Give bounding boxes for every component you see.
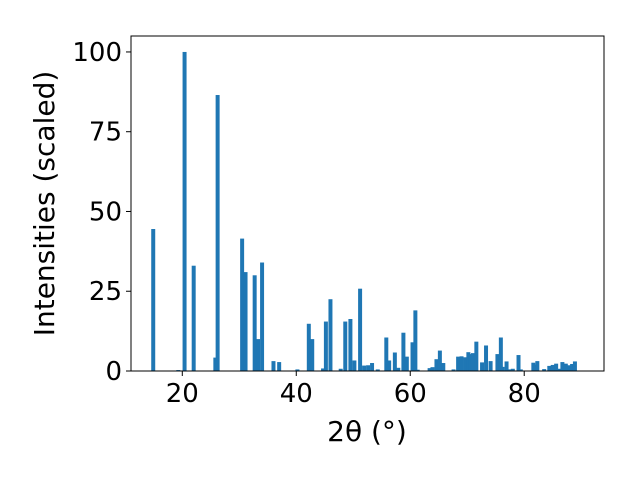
bar xyxy=(427,368,432,371)
bar xyxy=(572,361,577,371)
y-tick-label: 100 xyxy=(72,38,122,68)
bar xyxy=(182,51,187,371)
bar xyxy=(554,363,559,371)
bar xyxy=(468,354,473,371)
bar xyxy=(560,362,565,371)
bar xyxy=(366,365,371,371)
bar xyxy=(387,360,392,371)
bar xyxy=(518,369,523,371)
bar xyxy=(563,363,568,371)
bar xyxy=(215,95,220,372)
bar xyxy=(384,337,389,371)
bar xyxy=(240,238,245,371)
bar xyxy=(343,321,348,371)
bar xyxy=(348,319,353,371)
bar xyxy=(507,369,512,371)
bar xyxy=(256,339,261,371)
bar xyxy=(310,339,315,371)
bar xyxy=(338,368,343,371)
bar-series xyxy=(151,51,577,372)
x-tick-label: 20 xyxy=(166,379,199,409)
bar xyxy=(362,365,367,371)
x-tick-label: 80 xyxy=(508,379,541,409)
bar xyxy=(451,369,456,371)
bar xyxy=(375,369,380,371)
bar xyxy=(437,350,442,371)
bar xyxy=(328,299,333,371)
x-tick-label: 60 xyxy=(394,379,427,409)
bar xyxy=(504,361,509,371)
bar xyxy=(550,364,555,371)
bar xyxy=(277,362,282,371)
bar xyxy=(495,354,500,371)
bar xyxy=(441,363,446,371)
bar xyxy=(243,272,248,371)
bar xyxy=(484,345,489,371)
bar xyxy=(396,367,401,371)
bar xyxy=(466,352,471,371)
bar xyxy=(410,342,415,371)
bar xyxy=(474,341,479,371)
plot-frame xyxy=(130,35,605,372)
bar xyxy=(542,369,547,371)
bar xyxy=(370,363,375,371)
y-axis-ticks: 0 25 50 75 100 xyxy=(72,38,131,387)
bar xyxy=(321,368,326,371)
bar xyxy=(430,367,435,371)
bar xyxy=(510,368,515,371)
bar xyxy=(547,365,552,371)
bar xyxy=(392,352,397,371)
y-tick-label: 25 xyxy=(89,277,122,307)
bar xyxy=(459,356,464,371)
bar xyxy=(401,332,406,371)
bar xyxy=(358,288,363,371)
bar xyxy=(213,357,218,371)
bar xyxy=(260,262,265,371)
bar xyxy=(535,361,540,371)
bar xyxy=(480,362,485,371)
bar xyxy=(498,337,503,371)
bar xyxy=(415,369,420,371)
bar xyxy=(567,365,572,371)
y-tick-label: 0 xyxy=(105,357,122,387)
bar xyxy=(570,363,575,371)
bar xyxy=(295,369,300,371)
x-axis-label: 2θ (°) xyxy=(327,415,407,448)
bar xyxy=(556,368,561,371)
bar xyxy=(252,275,257,371)
bar xyxy=(516,355,521,371)
bar xyxy=(191,265,196,371)
bar xyxy=(323,321,328,371)
bar xyxy=(531,362,536,371)
x-axis-ticks: 20 40 60 80 xyxy=(166,371,541,409)
bar xyxy=(271,361,276,371)
bar xyxy=(404,356,409,371)
bar xyxy=(470,353,475,371)
bar xyxy=(456,356,461,371)
y-axis-label: Intensities (scaled) xyxy=(28,71,61,337)
bar xyxy=(434,359,439,371)
bar xyxy=(413,310,418,371)
y-tick-label: 75 xyxy=(89,118,122,148)
bar xyxy=(488,361,493,371)
bar xyxy=(463,357,468,371)
x-tick-label: 40 xyxy=(280,379,313,409)
bar xyxy=(306,323,311,371)
y-tick-label: 50 xyxy=(89,197,122,227)
bar xyxy=(500,366,505,371)
bar xyxy=(151,229,156,371)
bar xyxy=(352,360,357,371)
